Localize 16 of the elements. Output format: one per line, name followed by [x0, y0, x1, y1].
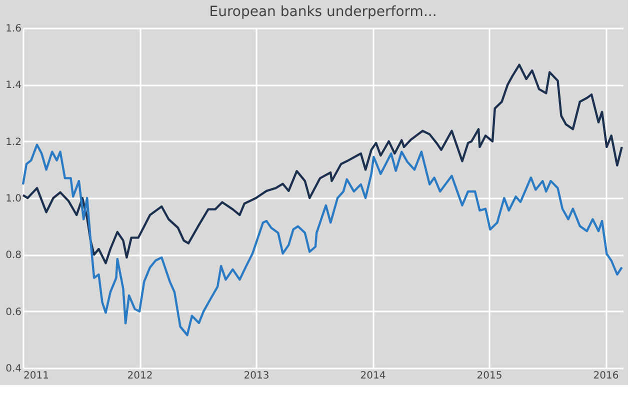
- x-tick-label: 2011: [24, 370, 49, 382]
- line-series: [22, 144, 623, 336]
- x-tick-label: 2013: [244, 370, 270, 382]
- y-tick-label: 0.6: [6, 306, 22, 318]
- x-tick-label: 2012: [127, 370, 153, 382]
- y-tick-label: 0.8: [6, 250, 22, 262]
- y-tick-label: 1.6: [6, 24, 22, 34]
- x-tick-label: 2014: [360, 370, 386, 382]
- x-tick-label: 2015: [476, 370, 502, 382]
- line-series: [22, 64, 623, 264]
- x-tick-label: 2016: [593, 370, 619, 382]
- y-tick-label: 0.4: [6, 364, 22, 374]
- y-tick-label: 1.2: [6, 136, 22, 148]
- y-tick-label: 1.0: [6, 194, 22, 204]
- chart-title: European banks underperform...: [209, 4, 437, 20]
- y-tick-label: 1.4: [6, 80, 22, 92]
